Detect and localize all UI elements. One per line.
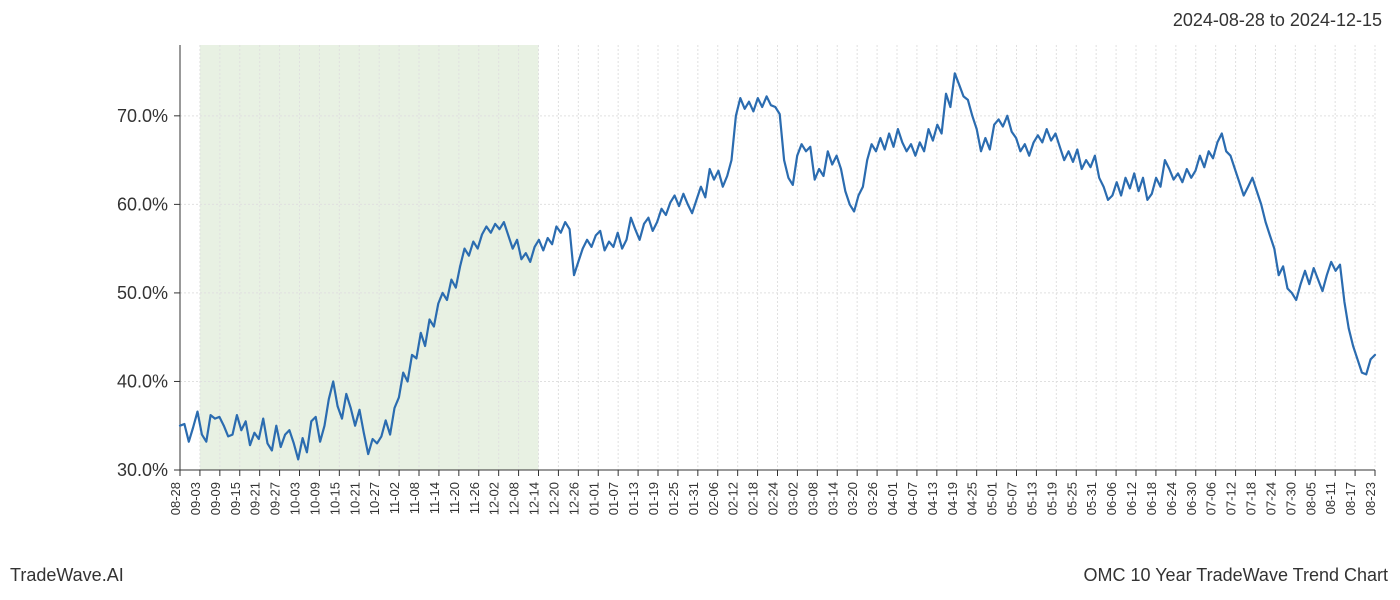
svg-text:03-26: 03-26 — [865, 482, 880, 515]
svg-text:11-14: 11-14 — [427, 482, 442, 514]
svg-text:03-02: 03-02 — [785, 482, 800, 515]
date-range-label: 2024-08-28 to 2024-12-15 — [1173, 10, 1382, 31]
svg-text:02-12: 02-12 — [726, 482, 741, 515]
svg-text:11-02: 11-02 — [387, 482, 402, 514]
svg-text:04-07: 04-07 — [905, 482, 920, 515]
svg-text:05-31: 05-31 — [1084, 482, 1099, 515]
svg-text:12-02: 12-02 — [487, 482, 502, 515]
svg-text:60.0%: 60.0% — [117, 194, 168, 214]
svg-text:02-06: 02-06 — [706, 482, 721, 515]
svg-text:04-01: 04-01 — [885, 482, 900, 515]
svg-text:01-19: 01-19 — [646, 482, 661, 515]
svg-text:01-13: 01-13 — [626, 482, 641, 515]
svg-text:01-07: 01-07 — [606, 482, 621, 515]
svg-text:10-27: 10-27 — [367, 482, 382, 515]
svg-text:03-08: 03-08 — [805, 482, 820, 515]
svg-text:08-11: 08-11 — [1323, 482, 1338, 514]
svg-text:06-06: 06-06 — [1104, 482, 1119, 515]
trend-chart: 30.0% 40.0% 50.0% 60.0% 70.0% 08-28 09-03 09-09… — [0, 0, 1400, 600]
svg-text:06-12: 06-12 — [1124, 482, 1139, 515]
svg-text:03-14: 03-14 — [825, 482, 840, 515]
svg-text:04-19: 04-19 — [945, 482, 960, 515]
svg-text:05-13: 05-13 — [1024, 482, 1039, 515]
svg-text:09-21: 09-21 — [248, 482, 263, 515]
svg-text:11-20: 11-20 — [447, 482, 462, 514]
svg-text:07-06: 07-06 — [1204, 482, 1219, 515]
svg-text:06-24: 06-24 — [1164, 482, 1179, 515]
svg-text:12-14: 12-14 — [527, 482, 542, 515]
svg-text:02-24: 02-24 — [766, 482, 781, 515]
svg-text:06-30: 06-30 — [1184, 482, 1199, 515]
svg-text:09-27: 09-27 — [268, 482, 283, 515]
svg-text:02-18: 02-18 — [746, 482, 761, 515]
svg-text:01-31: 01-31 — [686, 482, 701, 515]
svg-text:10-09: 10-09 — [307, 482, 322, 515]
svg-text:04-25: 04-25 — [965, 482, 980, 515]
svg-text:09-15: 09-15 — [228, 482, 243, 515]
svg-text:05-01: 05-01 — [985, 482, 1000, 515]
svg-text:09-09: 09-09 — [208, 482, 223, 515]
svg-text:08-17: 08-17 — [1343, 482, 1358, 515]
svg-text:08-05: 08-05 — [1303, 482, 1318, 515]
svg-text:10-15: 10-15 — [327, 482, 342, 515]
chart-title: OMC 10 Year TradeWave Trend Chart — [1084, 565, 1388, 586]
svg-text:06-18: 06-18 — [1144, 482, 1159, 515]
svg-text:07-24: 07-24 — [1263, 482, 1278, 515]
svg-text:10-21: 10-21 — [347, 482, 362, 515]
svg-text:01-01: 01-01 — [586, 482, 601, 515]
svg-text:07-18: 07-18 — [1244, 482, 1259, 515]
svg-text:03-20: 03-20 — [845, 482, 860, 515]
svg-text:11-08: 11-08 — [407, 482, 422, 514]
svg-text:70.0%: 70.0% — [117, 106, 168, 126]
svg-text:05-07: 05-07 — [1005, 482, 1020, 515]
brand-label: TradeWave.AI — [10, 565, 124, 586]
svg-text:50.0%: 50.0% — [117, 283, 168, 303]
svg-text:11-26: 11-26 — [467, 482, 482, 514]
svg-text:12-20: 12-20 — [546, 482, 561, 515]
svg-text:08-28: 08-28 — [168, 482, 183, 515]
svg-text:12-26: 12-26 — [566, 482, 581, 515]
svg-text:40.0%: 40.0% — [117, 371, 168, 391]
svg-text:10-03: 10-03 — [288, 482, 303, 515]
svg-text:08-23: 08-23 — [1363, 482, 1378, 515]
svg-text:04-13: 04-13 — [925, 482, 940, 515]
svg-text:12-08: 12-08 — [507, 482, 522, 515]
svg-text:05-25: 05-25 — [1064, 482, 1079, 515]
svg-text:05-19: 05-19 — [1044, 482, 1059, 515]
svg-text:01-25: 01-25 — [666, 482, 681, 515]
svg-text:09-03: 09-03 — [188, 482, 203, 515]
svg-text:07-30: 07-30 — [1283, 482, 1298, 515]
svg-text:30.0%: 30.0% — [117, 460, 168, 480]
chart-container: 2024-08-28 to 2024-12-15 30.0% 40.0% 50.0%… — [0, 0, 1400, 600]
svg-text:07-12: 07-12 — [1224, 482, 1239, 515]
